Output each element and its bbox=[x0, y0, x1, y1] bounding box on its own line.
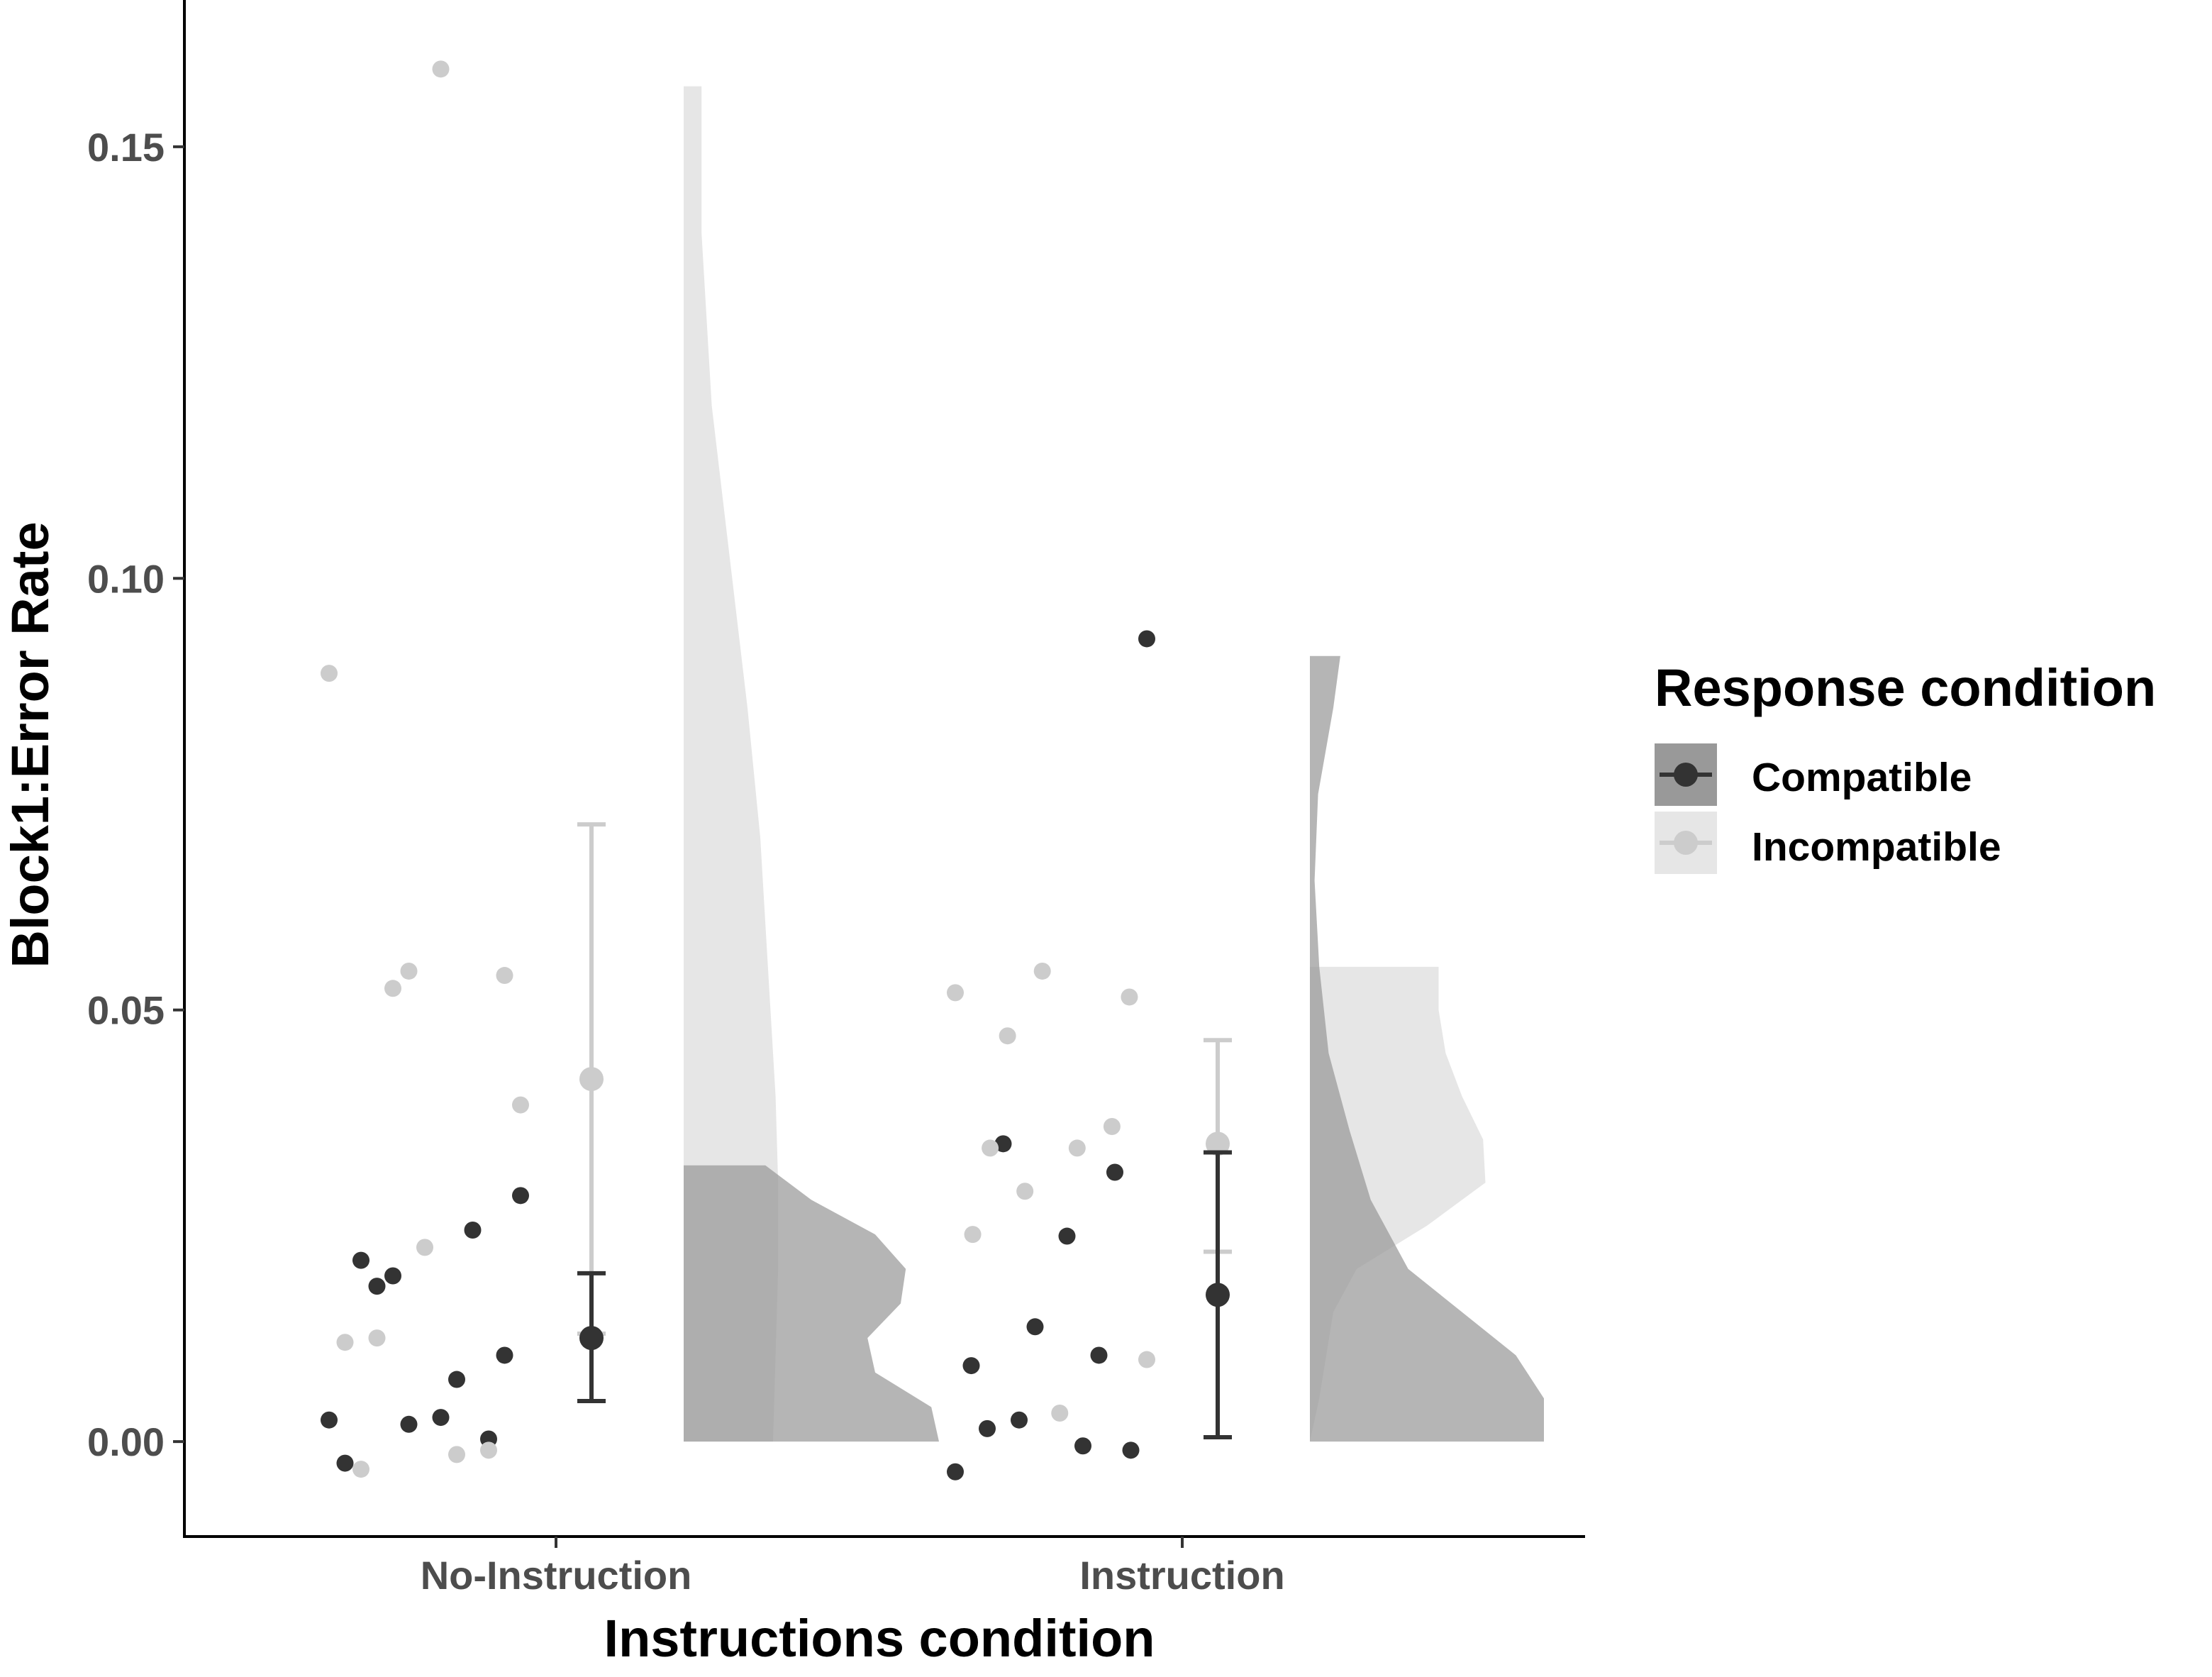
legend-key-compatible-dot bbox=[1674, 763, 1698, 787]
summary-layer bbox=[577, 822, 1232, 1440]
point-compatible bbox=[1058, 1227, 1076, 1245]
density-compatible-instruction bbox=[1310, 655, 1544, 1442]
point-incompatible bbox=[384, 980, 401, 997]
point-incompatible bbox=[1068, 1139, 1086, 1157]
y-tick-label: 0.00 bbox=[87, 1419, 165, 1464]
density-incompatible-instruction bbox=[1310, 966, 1486, 1442]
point-incompatible bbox=[947, 984, 964, 1002]
point-incompatible bbox=[964, 1226, 982, 1244]
points-layer bbox=[321, 60, 1155, 1480]
mean-point-incompatible bbox=[579, 1067, 604, 1092]
legend: Response condition Compatible Incompatib… bbox=[1655, 658, 2156, 874]
point-compatible bbox=[400, 1415, 418, 1433]
point-incompatible bbox=[432, 60, 450, 78]
point-incompatible bbox=[1103, 1117, 1121, 1135]
point-incompatible bbox=[496, 967, 513, 985]
point-incompatible bbox=[1033, 962, 1051, 980]
legend-title: Response condition bbox=[1655, 658, 2156, 717]
point-compatible bbox=[1026, 1318, 1044, 1336]
point-incompatible bbox=[1121, 988, 1138, 1006]
point-compatible bbox=[368, 1278, 386, 1295]
point-compatible bbox=[994, 1135, 1012, 1153]
point-incompatible bbox=[352, 1461, 369, 1478]
point-incompatible bbox=[368, 1329, 386, 1347]
point-compatible bbox=[352, 1251, 369, 1269]
point-incompatible bbox=[1016, 1183, 1034, 1200]
x-axis-title: Instructions condition bbox=[604, 1609, 1155, 1668]
point-compatible bbox=[979, 1419, 996, 1437]
y-tick-label: 0.05 bbox=[87, 988, 165, 1033]
point-incompatible bbox=[336, 1334, 354, 1351]
y-tick-label: 0.15 bbox=[87, 125, 165, 170]
point-incompatible bbox=[480, 1441, 497, 1459]
point-incompatible bbox=[512, 1096, 529, 1114]
point-compatible bbox=[464, 1222, 482, 1239]
point-compatible bbox=[512, 1187, 529, 1205]
y-ticks: 0.00 0.05 0.10 0.15 bbox=[87, 125, 184, 1464]
point-compatible bbox=[496, 1346, 513, 1364]
density-compatible-no-instruction bbox=[684, 1165, 939, 1442]
point-compatible bbox=[1122, 1441, 1140, 1459]
point-incompatible bbox=[1051, 1404, 1069, 1422]
density-layer bbox=[684, 86, 1544, 1442]
point-incompatible bbox=[982, 1139, 999, 1157]
point-compatible bbox=[321, 1411, 338, 1429]
point-incompatible bbox=[321, 665, 338, 682]
mean-point-compatible bbox=[1206, 1283, 1230, 1307]
point-incompatible bbox=[448, 1446, 465, 1463]
legend-label-compatible: Compatible bbox=[1752, 755, 1972, 800]
y-axis-title: Block1:Error Rate bbox=[1, 521, 60, 968]
point-compatible bbox=[1011, 1411, 1028, 1429]
mean-point-incompatible bbox=[1206, 1131, 1230, 1156]
point-compatible bbox=[432, 1409, 450, 1427]
x-tick-label: Instruction bbox=[1079, 1553, 1284, 1598]
x-ticks: No-Instruction Instruction bbox=[421, 1537, 1285, 1598]
x-tick-label: No-Instruction bbox=[421, 1553, 692, 1598]
point-compatible bbox=[384, 1267, 401, 1285]
point-compatible bbox=[336, 1454, 354, 1472]
point-incompatible bbox=[1138, 1351, 1155, 1368]
point-incompatible bbox=[999, 1027, 1016, 1045]
point-compatible bbox=[1090, 1346, 1108, 1364]
legend-label-incompatible: Incompatible bbox=[1752, 824, 2001, 870]
y-tick-label: 0.10 bbox=[87, 556, 165, 601]
point-compatible bbox=[448, 1371, 465, 1388]
point-compatible bbox=[947, 1463, 964, 1480]
point-compatible bbox=[1106, 1163, 1123, 1181]
point-compatible bbox=[962, 1357, 980, 1375]
point-compatible bbox=[1138, 630, 1155, 648]
point-incompatible bbox=[416, 1239, 433, 1256]
point-compatible bbox=[1074, 1437, 1091, 1455]
point-incompatible bbox=[400, 962, 418, 980]
mean-point-compatible bbox=[579, 1326, 604, 1351]
legend-key-incompatible-dot bbox=[1674, 831, 1698, 855]
density-incompatible-no-instruction bbox=[684, 86, 779, 1442]
